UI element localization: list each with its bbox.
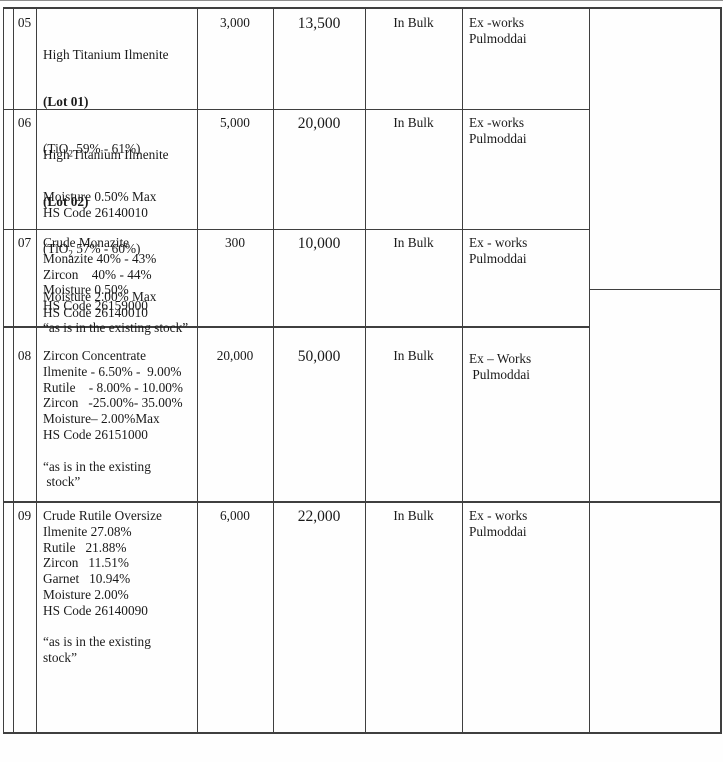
lot-label: (Lot 01) [43, 93, 89, 109]
product-details: Moisture 2.00% Max HS Code 26140010 “as … [43, 288, 189, 336]
packing-value: In Bulk [393, 235, 434, 250]
price-value: 20,000 [297, 115, 341, 132]
quantity-value: 6,000 [220, 508, 250, 523]
grid-line-row-05-06 [4, 109, 589, 110]
delivery-terms: Ex -works Pulmoddai [469, 15, 527, 46]
product-description: Crude Monazite Monazite 40% - 43% Zircon… [43, 235, 157, 314]
grid-line-vertical-qty [273, 9, 274, 732]
delivery-terms: Ex - works Pulmoddai [469, 235, 528, 266]
product-description: Crude Rutile Oversize Ilmenite 27.08% Ru… [43, 508, 162, 666]
grid-line-row-08-09 [4, 501, 720, 503]
row-number: 05 [17, 15, 32, 30]
product-description: Zircon Concentrate Ilmenite - 6.50% - 9.… [43, 348, 183, 490]
product-name: High Titanium Ilmenite [43, 146, 169, 162]
empty-remarks-cell [590, 9, 720, 289]
grid-line-row-07-08 [4, 326, 589, 328]
grid-line-vertical-desc [197, 9, 198, 732]
packing-value: In Bulk [393, 508, 434, 523]
delivery-terms: Ex -works Pulmoddai [469, 115, 527, 146]
price-value: 10,000 [297, 235, 341, 252]
price-value: 50,000 [297, 348, 341, 365]
product-description: High Titanium Ilmenite (Lot 01) (TiO2 59… [43, 15, 194, 252]
quantity-value: 20,000 [216, 348, 254, 363]
row-number: 07 [17, 235, 32, 250]
quantity-value: 300 [225, 235, 245, 250]
grid-line-vertical-pack [462, 9, 463, 732]
product-description: High Titanium Ilmenite (Lot 02) (TiO2 57… [43, 115, 194, 368]
delivery-terms: Ex - works Pulmoddai [469, 508, 528, 539]
row-number: 09 [17, 508, 32, 523]
price-table: 05 High Titanium Ilmenite (Lot 01) (TiO2… [3, 7, 722, 734]
crop-edge-line [0, 0, 723, 1]
price-value: 13,500 [297, 15, 341, 32]
quantity-value: 5,000 [220, 115, 250, 130]
tio2-spec: (TiO2 57% - 60%) [43, 241, 141, 260]
delivery-terms: Ex – Works Pulmoddai [469, 351, 532, 382]
quantity-value: 3,000 [220, 15, 250, 30]
product-name: High Titanium Ilmenite [43, 46, 169, 62]
packing-value: In Bulk [393, 348, 434, 363]
grid-line-vertical-no [36, 9, 37, 732]
lot-label: (Lot 02) [43, 193, 89, 209]
grid-line-row-06-07 [4, 229, 589, 230]
empty-remarks-cell [590, 290, 720, 501]
empty-remarks-cell [590, 503, 720, 734]
grid-line-vertical-price [365, 9, 366, 732]
row-number: 08 [17, 348, 32, 363]
grid-line-remarks-divider [589, 289, 720, 290]
packing-value: In Bulk [393, 15, 434, 30]
product-details: Moisture 0.50% Max HS Code 26140010 [43, 188, 157, 220]
price-value: 22,000 [297, 508, 341, 525]
tio2-spec: (TiO2 59% - 61%) [43, 141, 141, 160]
grid-line-vertical-margin [13, 9, 14, 732]
packing-value: In Bulk [393, 115, 434, 130]
row-number: 06 [17, 115, 32, 130]
grid-line-vertical-delivery [589, 9, 590, 732]
